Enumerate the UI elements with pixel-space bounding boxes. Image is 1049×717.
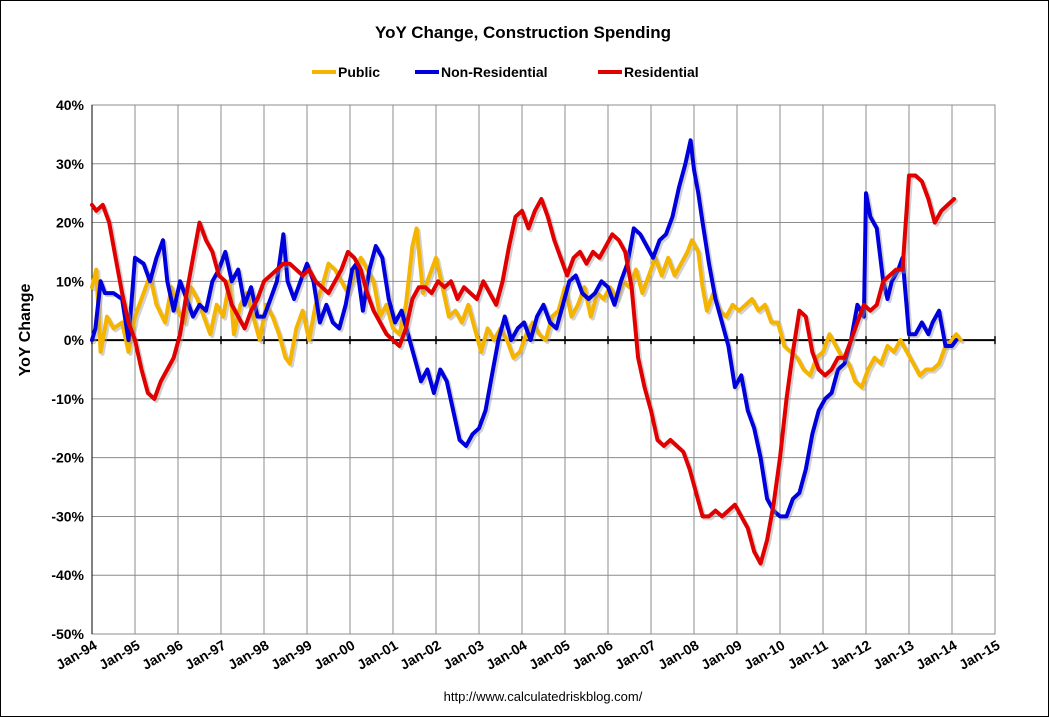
x-tick-label: Jan-13 (870, 637, 917, 673)
y-axis-label: YoY Change (17, 284, 34, 377)
x-tick-label: Jan-15 (956, 637, 1003, 673)
series-line-residential (90, 173, 957, 566)
y-tick-label: 20% (56, 215, 85, 231)
x-tick-label: Jan-99 (268, 637, 315, 673)
source-url: http://www.calculatedriskblog.com/ (444, 689, 643, 704)
y-tick-label: 30% (56, 156, 85, 172)
x-tick-label: Jan-00 (311, 637, 358, 673)
x-tick-label: Jan-96 (139, 637, 186, 673)
y-tick-label: -50% (51, 626, 84, 642)
x-tick-label: Jan-12 (827, 637, 874, 673)
x-tick-label: Jan-02 (397, 637, 444, 673)
x-tick-label: Jan-07 (612, 637, 659, 673)
y-tick-label: -10% (51, 391, 84, 407)
series-line-public (90, 226, 963, 390)
y-tick-label: -20% (51, 450, 84, 466)
x-tick-label: Jan-06 (569, 637, 616, 673)
x-tick-label: Jan-08 (655, 637, 702, 673)
x-tick-label: Jan-14 (913, 637, 960, 673)
series-group (90, 138, 965, 568)
x-tick-label: Jan-10 (741, 637, 788, 673)
plot-area (91, 104, 996, 635)
x-tick-label: Jan-01 (354, 637, 401, 673)
y-axis: 40% 30% 20% 10% 0% -10% -20% -30% -40% -50% (51, 97, 84, 642)
x-tick-label: Jan-98 (225, 637, 272, 673)
y-tick-label: -30% (51, 508, 84, 524)
legend-label: Residential (624, 64, 699, 80)
x-tick-label: Jan-94 (53, 637, 100, 673)
y-tick-label: 40% (56, 97, 85, 113)
x-tick-label: Jan-09 (698, 637, 745, 673)
grid (91, 104, 996, 635)
y-tick-label: 10% (56, 273, 85, 289)
x-tick-label: Jan-95 (96, 637, 143, 673)
legend-label: Non-Residential (441, 64, 548, 80)
legend-label: Public (338, 64, 380, 80)
x-tick-label: Jan-97 (182, 637, 229, 673)
x-tick-label: Jan-05 (526, 637, 573, 673)
y-tick-label: 0% (64, 332, 85, 348)
x-tick-label: Jan-04 (483, 637, 530, 673)
x-tick-label: Jan-03 (440, 637, 487, 673)
series-line-non-residential (90, 138, 959, 519)
chart-title: YoY Change, Construction Spending (375, 23, 671, 42)
x-axis: Jan-94Jan-95Jan-96Jan-97Jan-98Jan-99Jan-… (53, 637, 1003, 673)
legend: Public Non-Residential Residential (312, 64, 699, 80)
y-tick-label: -40% (51, 567, 84, 583)
x-tick-label: Jan-11 (785, 637, 831, 673)
